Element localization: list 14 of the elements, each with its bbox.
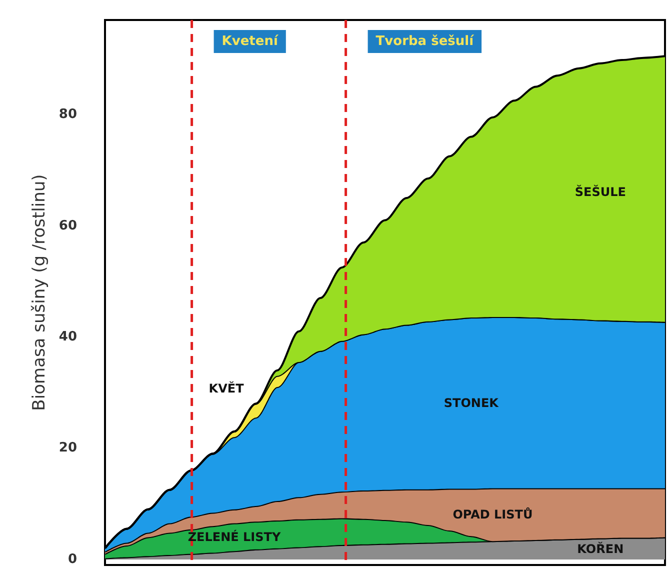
y-tick-label: 20 — [58, 440, 77, 456]
y-tick-label: 60 — [58, 218, 77, 234]
series-label: KVĚT — [208, 380, 245, 396]
series-label: KOŘEN — [577, 540, 624, 556]
y-axis-title: Biomasa sušiny (g /rostlinu) — [30, 174, 50, 411]
series-label: STONEK — [444, 396, 500, 410]
annotation: Kvetení — [222, 34, 280, 49]
series-label: OPAD LISTŮ — [452, 506, 533, 522]
y-tick-label: 40 — [58, 329, 77, 344]
series-label: ŠEŠULE — [574, 184, 626, 199]
y-tick-label: 0 — [68, 552, 77, 567]
y-tick-label: 80 — [58, 107, 77, 122]
annotation: Tvorba šešulí — [376, 34, 476, 49]
series-label: ZELENÉ LISTY — [188, 529, 281, 544]
